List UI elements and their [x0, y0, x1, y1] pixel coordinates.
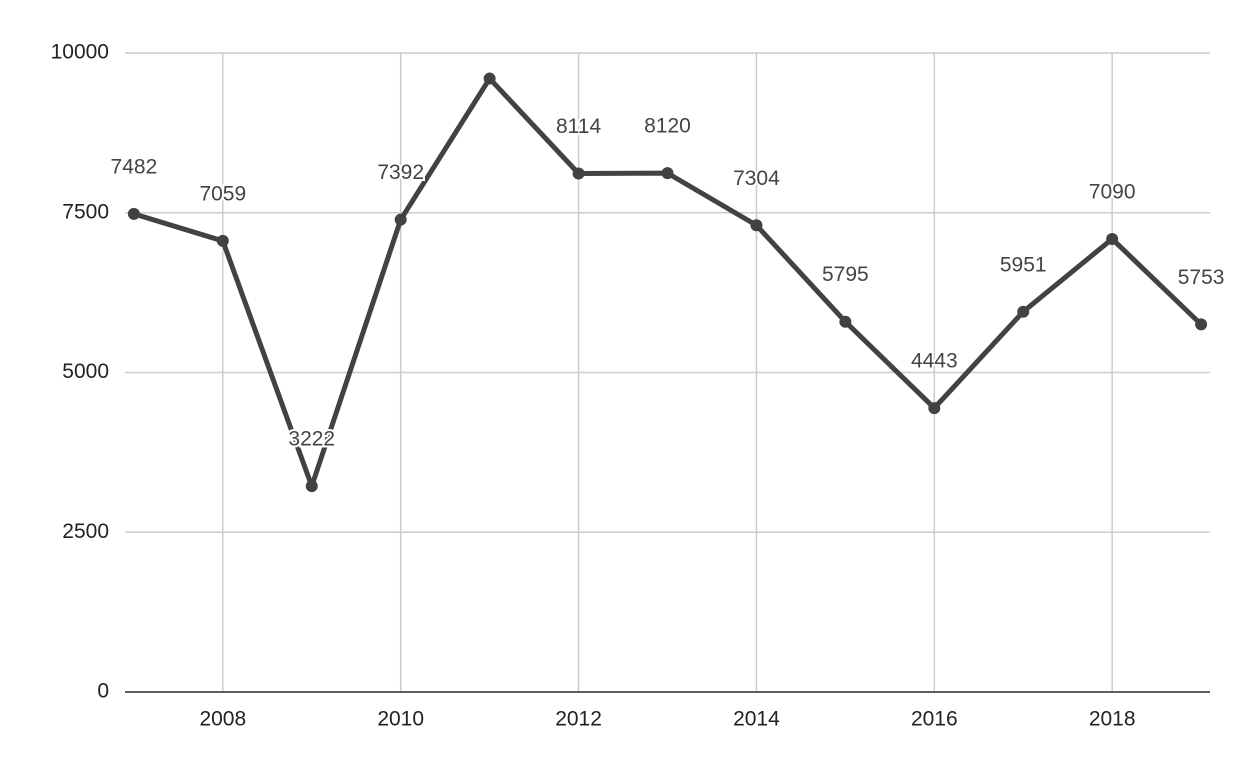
value-label: 4443: [911, 350, 958, 373]
point: [661, 167, 674, 180]
value-label: 5795: [822, 263, 869, 286]
value-label: 8120: [644, 115, 691, 138]
value-label: 3222: [288, 428, 335, 451]
point: [394, 213, 407, 226]
point: [839, 315, 852, 328]
point: [928, 402, 941, 415]
line: [133, 76, 1203, 489]
point: [127, 207, 140, 220]
point: [216, 234, 229, 247]
point: [572, 167, 585, 180]
point: [1106, 232, 1119, 245]
x-tick-label: 2010: [377, 708, 424, 731]
x-tick-label: 2018: [1089, 708, 1136, 731]
point: [1017, 305, 1030, 318]
y-tick-label: 2500: [62, 520, 109, 543]
value-label: 8114: [556, 115, 601, 138]
value-label: 5951: [1000, 253, 1047, 276]
x-tick-label: 2012: [555, 708, 602, 731]
y-tick-label: 0: [97, 680, 109, 703]
point: [1195, 318, 1208, 331]
point: [305, 480, 318, 493]
value-label: 7482: [111, 155, 158, 178]
value-label: 7059: [199, 182, 246, 205]
y-tick-label: 10000: [51, 41, 109, 64]
x-tick-label: 2016: [911, 708, 958, 731]
y-tick-label: 7500: [62, 200, 109, 223]
point: [750, 219, 763, 232]
x-tick-label: 2014: [733, 708, 780, 731]
value-label: 7090: [1089, 180, 1136, 203]
value-label: 5753: [1178, 266, 1225, 289]
x-tick-label: 2008: [199, 708, 246, 731]
point: [483, 72, 496, 85]
value-label: 7304: [733, 167, 780, 190]
value-label: 7392: [377, 161, 424, 184]
y-tick-label: 5000: [62, 360, 109, 383]
